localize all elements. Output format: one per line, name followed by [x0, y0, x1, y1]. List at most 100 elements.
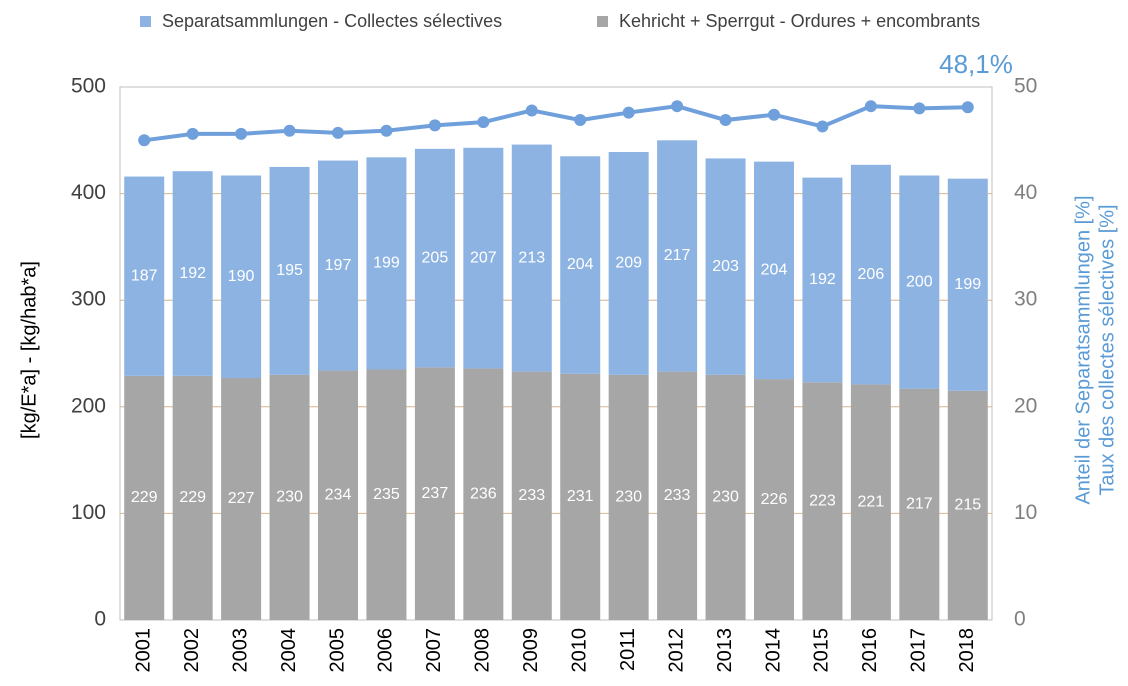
bar — [850, 164, 891, 385]
bar-value-label: 231 — [567, 488, 594, 505]
line-point — [235, 127, 248, 140]
y-tick-label: 0 — [94, 608, 106, 631]
bar-value-label: 190 — [228, 268, 255, 285]
y2-axis-title: Anteil der Separatsammlungen [%] — [1072, 195, 1094, 504]
bar-value-label: 192 — [809, 271, 836, 288]
x-tick-label: 2014 — [762, 628, 784, 673]
bar — [511, 144, 552, 372]
bar-value-label: 204 — [567, 256, 594, 273]
bar-value-label: 237 — [422, 485, 449, 502]
bar-value-label: 233 — [518, 487, 545, 504]
bar-value-label: 226 — [761, 491, 788, 508]
legend-swatch — [597, 16, 608, 27]
bar-value-label: 197 — [325, 257, 352, 274]
y-axis-title: [kg/E*a] - [kg/hab*a] — [18, 261, 40, 439]
bar-value-label: 195 — [276, 262, 303, 279]
line-point — [768, 108, 780, 121]
y2-tick-label: 20 — [1014, 394, 1037, 417]
bar — [318, 160, 358, 371]
x-tick-label: 2016 — [859, 628, 881, 673]
x-tick-label: 2007 — [423, 628, 445, 673]
line-point — [574, 114, 587, 127]
x-tick-label: 2018 — [956, 628, 978, 673]
y-tick-label: 500 — [71, 75, 106, 98]
bar — [366, 369, 407, 620]
bar — [899, 388, 940, 620]
bar — [850, 384, 891, 620]
bar-value-label: 233 — [664, 487, 691, 504]
bar — [947, 390, 988, 620]
y2-tick-label: 10 — [1014, 501, 1037, 524]
bar — [463, 147, 504, 369]
line — [143, 104, 968, 143]
legend-swatch — [140, 16, 151, 27]
bar-value-label: 230 — [276, 489, 303, 506]
x-tick-label: 2002 — [181, 628, 203, 673]
y-tick-label: 200 — [71, 394, 106, 417]
line-point — [332, 126, 344, 139]
line-point — [913, 102, 926, 115]
line-point — [428, 119, 441, 132]
bar-value-label: 229 — [179, 489, 206, 506]
bar-value-label: 236 — [470, 485, 497, 502]
line-point — [864, 100, 877, 113]
x-tick-label: 2003 — [229, 628, 251, 673]
bar — [172, 171, 213, 376]
bar-value-label: 187 — [131, 267, 158, 284]
bar — [947, 178, 988, 391]
x-tick-label: 2005 — [326, 628, 348, 673]
bar-value-label: 209 — [615, 255, 642, 272]
y-tick-label: 100 — [71, 501, 106, 524]
y2-tick-label: 50 — [1014, 75, 1037, 98]
x-tick-label: 2008 — [472, 628, 494, 673]
x-tick-label: 2012 — [665, 628, 687, 673]
bar — [414, 148, 455, 368]
line-point — [186, 127, 199, 140]
line-point — [816, 120, 829, 133]
y2-tick-label: 0 — [1014, 608, 1026, 631]
bar — [414, 367, 455, 620]
y2-axis-title: Taux des collectes sélectives [%] — [1096, 204, 1118, 495]
bar-value-label: 205 — [422, 249, 449, 266]
bar-value-label: 207 — [470, 249, 497, 266]
line-point — [138, 134, 151, 147]
y-tick-label: 400 — [71, 181, 106, 204]
bar — [657, 140, 698, 372]
bar — [899, 175, 940, 389]
legend-item: Separatsammlungen - Collectes sélectives — [140, 11, 502, 31]
bar-value-label: 227 — [228, 490, 255, 507]
bar — [754, 161, 794, 380]
x-tick-label: 2009 — [520, 628, 542, 673]
bar-value-label: 230 — [712, 489, 739, 506]
annotation: 48,1% — [939, 49, 1013, 79]
bar — [705, 158, 746, 375]
x-tick-label: 2013 — [714, 628, 736, 673]
line-point — [671, 100, 684, 113]
x-tick-label: 2017 — [908, 628, 930, 673]
bar — [560, 373, 601, 620]
bar — [511, 371, 552, 620]
bar-value-label: 203 — [712, 258, 739, 275]
bar-value-label: 217 — [906, 496, 933, 513]
bar — [560, 156, 601, 374]
bar — [802, 177, 843, 383]
y-tick-label: 300 — [71, 288, 106, 311]
y2-tick-label: 30 — [1014, 288, 1037, 311]
bar-value-label: 235 — [373, 486, 400, 503]
bar — [221, 175, 262, 379]
line-point — [525, 104, 538, 117]
bar — [172, 375, 213, 620]
bar-value-label: 217 — [664, 247, 691, 264]
bar-value-label: 199 — [373, 255, 400, 272]
line-point — [719, 114, 732, 127]
bar-value-label: 204 — [761, 262, 788, 279]
bar — [124, 176, 165, 376]
bar-value-label: 192 — [179, 265, 206, 282]
x-tick-label: 2015 — [811, 628, 833, 673]
bar-value-label: 206 — [858, 266, 885, 283]
bar — [124, 375, 165, 620]
legend-label: Separatsammlungen - Collectes sélectives — [162, 11, 502, 31]
x-tick-label: 2001 — [133, 628, 155, 673]
x-tick-label: 2010 — [569, 628, 591, 673]
